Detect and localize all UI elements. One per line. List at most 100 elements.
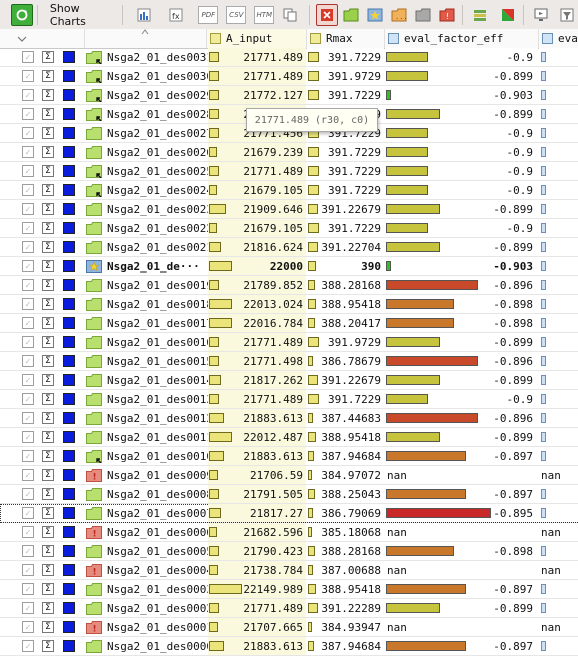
sigma-icon[interactable]: Σ [42, 507, 54, 519]
a-input-cell[interactable]: 22149.989 [208, 580, 306, 598]
design-name[interactable]: Nsga2_01_des0025 [107, 164, 213, 178]
sigma-icon[interactable]: Σ [42, 260, 54, 272]
table-row[interactable]: ✓ Σ Nsga2_01_des0002 21771.489 391.22289 -0.8… [0, 599, 578, 618]
a-input-cell[interactable]: 21679.105 [208, 181, 306, 199]
design-name[interactable]: Nsga2_01_des0031 [107, 50, 213, 64]
design-name[interactable]: Nsga2_01_des0017 [107, 316, 213, 330]
row-color-swatch[interactable] [63, 393, 75, 405]
a-input-cell[interactable]: 21706.59 [208, 466, 306, 484]
export-csv-button[interactable]: CSV [225, 4, 247, 26]
row-color-swatch[interactable] [63, 526, 75, 538]
table-row[interactable]: ✓ Σ Nsga2_01_des0013 21771.489 391.7229 -0.9 [0, 390, 578, 409]
sigma-icon[interactable]: Σ [42, 488, 54, 500]
table-row[interactable]: ✓ Σ Nsga2_01_des0021 21816.624 391.22704 -0.8… [0, 238, 578, 257]
row-color-swatch[interactable] [63, 108, 75, 120]
extra-cell[interactable] [539, 485, 578, 503]
sigma-icon[interactable]: Σ [42, 184, 54, 196]
present-button[interactable] [530, 4, 552, 26]
eval-factor-cell[interactable]: -0.898 [385, 314, 538, 332]
sigma-icon[interactable]: Σ [42, 51, 54, 63]
sigma-icon[interactable]: Σ [42, 564, 54, 576]
row-color-swatch[interactable] [63, 450, 75, 462]
row-checkbox[interactable]: ✓ [22, 146, 34, 158]
rmax-cell[interactable]: 391.9729 [307, 333, 384, 351]
design-name[interactable]: Nsga2_01_des0011 [107, 430, 213, 444]
sigma-icon[interactable]: Σ [42, 108, 54, 120]
row-color-swatch[interactable] [63, 431, 75, 443]
show-charts-button[interactable]: Show Charts [49, 1, 86, 28]
row-color-swatch[interactable] [63, 203, 75, 215]
rmax-cell[interactable]: 391.7229 [307, 162, 384, 180]
design-name[interactable]: Nsga2_01_des0005 [107, 544, 213, 558]
row-color-swatch[interactable] [63, 51, 75, 63]
rmax-cell[interactable]: 391.7229 [307, 86, 384, 104]
sigma-icon[interactable]: Σ [42, 336, 54, 348]
eval-factor-cell[interactable]: -0.895 [385, 504, 538, 522]
row-checkbox[interactable]: ✓ [22, 127, 34, 139]
a-input-column-header[interactable]: A_input [207, 29, 307, 48]
mark-error-button[interactable]: ! [436, 4, 458, 26]
rmax-cell[interactable]: 391.22704 [307, 238, 384, 256]
row-color-swatch[interactable] [63, 488, 75, 500]
rmax-cell[interactable]: 384.97072 [307, 466, 384, 484]
a-input-cell[interactable]: 22013.024 [208, 295, 306, 313]
extra-cell[interactable] [539, 409, 578, 427]
rmax-cell[interactable]: 388.25043 [307, 485, 384, 503]
table-row[interactable]: ✓ Σ Nsga2_01_des0012 21883.613 387.44683 -0.8… [0, 409, 578, 428]
mark-gray-button[interactable] [412, 4, 434, 26]
table-row[interactable]: ✓ Σ Nsga2_01_des0015 21771.498 386.78679 -0.8… [0, 352, 578, 371]
sigma-icon[interactable]: Σ [42, 70, 54, 82]
extra-cell[interactable]: nan [539, 561, 578, 579]
row-color-swatch[interactable] [63, 89, 75, 101]
export-htm-button[interactable]: HTM [253, 4, 275, 26]
a-input-cell[interactable]: 21883.613 [208, 409, 306, 427]
eval-factor-cell[interactable]: -0.897 [385, 580, 538, 598]
extra-cell[interactable] [539, 67, 578, 85]
row-checkbox[interactable]: ✓ [22, 336, 34, 348]
design-name[interactable]: Nsga2_01_des0010 [107, 449, 213, 463]
eval-factor-cell[interactable]: -0.897 [385, 447, 538, 465]
design-name[interactable]: Nsga2_01_des0023 [107, 202, 213, 216]
table-row[interactable]: ✓ Σ! Nsga2_01_des0004 21738.784 387.00688 nan… [0, 561, 578, 580]
design-name[interactable]: Nsga2_01_des0015 [107, 354, 213, 368]
a-input-cell[interactable]: 21707.665 [208, 618, 306, 636]
table-row[interactable]: ✓ Σ Nsga2_01_des0007 21817.27 386.79069 -0.89… [0, 504, 578, 523]
row-color-swatch[interactable] [63, 412, 75, 424]
row-checkbox[interactable]: ✓ [22, 184, 34, 196]
a-input-cell[interactable]: 21679.105 [208, 219, 306, 237]
extra-cell[interactable]: nan [539, 523, 578, 541]
row-checkbox[interactable]: ✓ [22, 203, 34, 215]
design-name[interactable]: Nsga2_01_des0003 [107, 582, 213, 596]
extra-cell[interactable] [539, 295, 578, 313]
sigma-icon[interactable]: Σ [42, 374, 54, 386]
row-color-swatch[interactable] [63, 355, 75, 367]
eval-factor-cell[interactable]: -0.9 [385, 162, 538, 180]
table-row[interactable]: ✓ Σ Nsga2_01_des0005 21790.423 388.28168 -0.8… [0, 542, 578, 561]
row-checkbox[interactable]: ✓ [22, 241, 34, 253]
design-name[interactable]: Nsga2_01_des0029 [107, 88, 213, 102]
row-checkbox[interactable]: ✓ [22, 412, 34, 424]
extra-cell[interactable] [539, 257, 578, 275]
row-color-swatch[interactable] [63, 374, 75, 386]
design-name[interactable]: Nsga2_01_des0006 [107, 525, 213, 539]
sigma-icon[interactable]: Σ [42, 431, 54, 443]
row-color-swatch[interactable] [63, 317, 75, 329]
eval-factor-cell[interactable]: -0.9 [385, 143, 538, 161]
a-input-cell[interactable]: 21771.489 [208, 67, 306, 85]
table-row[interactable]: ✓ Σ Nsga2_01_des0029 21772.127 391.7229 -0.90… [0, 86, 578, 105]
design-name[interactable]: Nsga2_01_des0018 [107, 297, 213, 311]
a-input-cell[interactable]: 21771.498 [208, 352, 306, 370]
eval-factor-cell[interactable]: -0.9 [385, 390, 538, 408]
a-input-cell[interactable]: 21771.489 [208, 333, 306, 351]
rmax-cell[interactable]: 391.7229 [307, 181, 384, 199]
eval-factor-cell[interactable]: -0.9 [385, 48, 538, 66]
extra-cell[interactable] [539, 428, 578, 446]
table-row[interactable]: ✓ Σ! Nsga2_01_des0009 21706.59 384.97072 nan n… [0, 466, 578, 485]
sigma-icon[interactable]: Σ [42, 393, 54, 405]
table-row[interactable]: ✓ Σ Nsga2_01_des0014 21817.262 391.22679 -0.8… [0, 371, 578, 390]
row-checkbox[interactable]: ✓ [22, 450, 34, 462]
extra-cell[interactable] [539, 314, 578, 332]
sigma-icon[interactable]: Σ [42, 450, 54, 462]
design-name[interactable]: Nsga2_01_des0016 [107, 335, 213, 349]
rmax-cell[interactable]: 388.20417 [307, 314, 384, 332]
